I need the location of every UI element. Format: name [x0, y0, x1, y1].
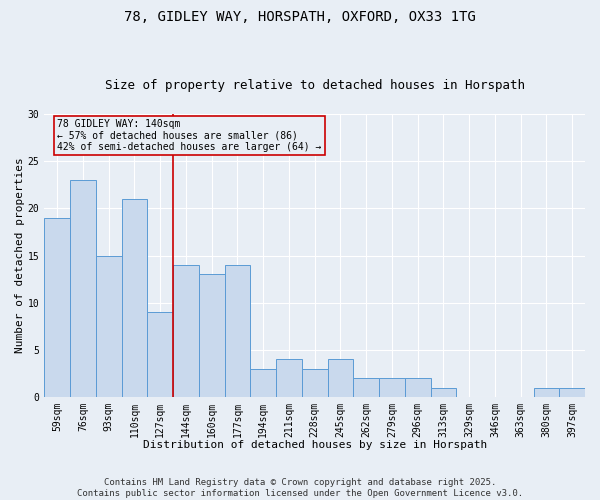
Title: Size of property relative to detached houses in Horspath: Size of property relative to detached ho…: [104, 79, 524, 92]
Bar: [302, 369, 328, 397]
Bar: [122, 199, 148, 397]
Bar: [559, 388, 585, 397]
Text: 78 GIDLEY WAY: 140sqm
← 57% of detached houses are smaller (86)
42% of semi-deta: 78 GIDLEY WAY: 140sqm ← 57% of detached …: [57, 118, 322, 152]
Bar: [199, 274, 224, 397]
Bar: [224, 265, 250, 397]
Bar: [533, 388, 559, 397]
Bar: [250, 369, 276, 397]
Bar: [431, 388, 456, 397]
Bar: [276, 360, 302, 397]
Bar: [405, 378, 431, 397]
Bar: [96, 256, 122, 397]
Bar: [173, 265, 199, 397]
Bar: [353, 378, 379, 397]
Bar: [70, 180, 96, 397]
Bar: [148, 312, 173, 397]
Bar: [44, 218, 70, 397]
X-axis label: Distribution of detached houses by size in Horspath: Distribution of detached houses by size …: [143, 440, 487, 450]
Y-axis label: Number of detached properties: Number of detached properties: [15, 158, 25, 354]
Text: Contains HM Land Registry data © Crown copyright and database right 2025.
Contai: Contains HM Land Registry data © Crown c…: [77, 478, 523, 498]
Bar: [328, 360, 353, 397]
Bar: [379, 378, 405, 397]
Text: 78, GIDLEY WAY, HORSPATH, OXFORD, OX33 1TG: 78, GIDLEY WAY, HORSPATH, OXFORD, OX33 1…: [124, 10, 476, 24]
